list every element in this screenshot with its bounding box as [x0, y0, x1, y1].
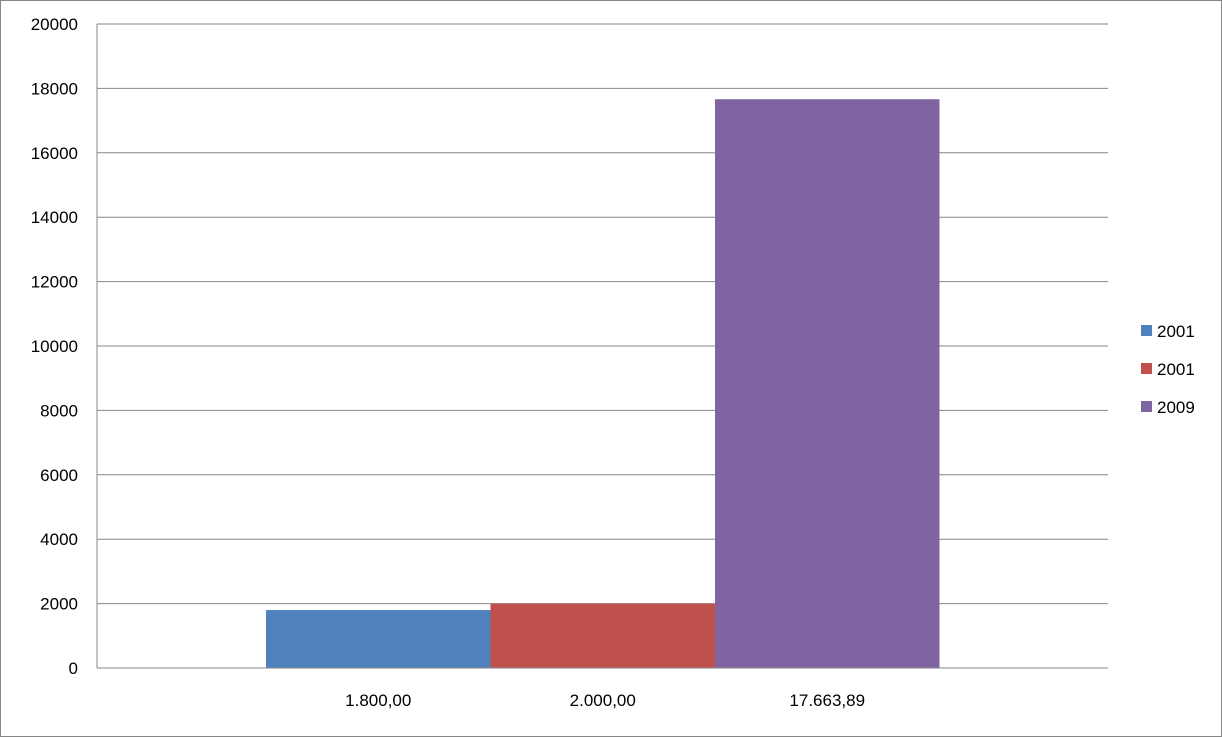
y-tick-label: 8000 — [40, 401, 78, 420]
legend-swatch — [1141, 325, 1152, 336]
x-tick-label: 2.000,00 — [570, 691, 636, 710]
legend-swatch — [1141, 401, 1152, 412]
bar — [266, 610, 491, 668]
legend-swatch — [1141, 363, 1152, 374]
y-tick-label: 2000 — [40, 595, 78, 614]
y-tick-label: 0 — [69, 659, 78, 678]
legend-label: 2009 — [1157, 398, 1195, 417]
x-tick-label: 1.800,00 — [345, 691, 411, 710]
legend-label: 2001 — [1157, 360, 1195, 379]
y-tick-label: 6000 — [40, 466, 78, 485]
y-tick-label: 20000 — [31, 15, 78, 34]
bar — [715, 99, 940, 669]
y-tick-label: 10000 — [31, 337, 78, 356]
y-tick-label: 18000 — [31, 79, 78, 98]
y-tick-label: 14000 — [31, 208, 78, 227]
y-tick-label: 12000 — [31, 273, 78, 292]
y-tick-label: 16000 — [31, 144, 78, 163]
x-tick-label: 17.663,89 — [789, 691, 865, 710]
x-axis-tick-labels: 1.800,00 2.000,00 17.663,89 — [345, 691, 865, 710]
bar — [490, 603, 715, 668]
y-tick-label: 4000 — [40, 530, 78, 549]
axes — [96, 24, 1108, 669]
bars — [266, 99, 940, 669]
legend-label: 2001 — [1157, 322, 1195, 341]
gridlines — [97, 23, 1108, 669]
y-axis-tick-labels: 0 2000 4000 6000 8000 10000 12000 14000 16000 180… — [31, 15, 78, 678]
legend: 2001 2001 2009 — [1141, 322, 1195, 417]
